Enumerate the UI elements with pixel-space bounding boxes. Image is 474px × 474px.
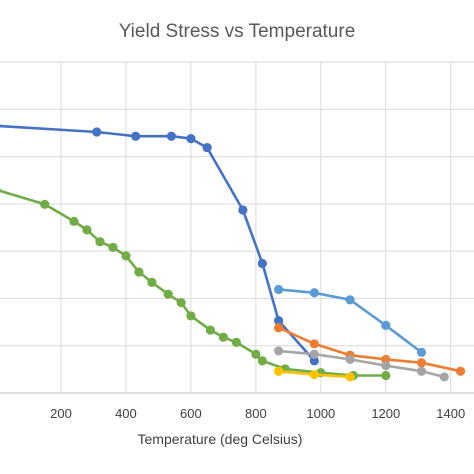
series-1-point [121, 251, 131, 261]
series-2-point [345, 295, 355, 305]
series-0-point [309, 356, 319, 366]
series-1-point [108, 242, 118, 252]
series-1-point [231, 337, 241, 348]
series-1-point [0, 187, 1, 192]
series-1-point [163, 289, 173, 299]
series-1-point [147, 277, 157, 287]
series-0-point [0, 123, 1, 129]
series-4-point [439, 372, 449, 382]
x-tick-label-5: 1000 [306, 406, 335, 421]
series-2-point [309, 288, 319, 298]
series-0-point [166, 131, 177, 141]
series-layer [0, 123, 466, 382]
series-1-point [69, 216, 79, 226]
series-3-point [416, 358, 427, 368]
series-1-point [134, 267, 144, 277]
series-1-point [205, 325, 215, 335]
series-0-point [92, 127, 102, 137]
series-0 [0, 123, 319, 366]
series-2 [274, 284, 427, 357]
series-4-point [416, 366, 427, 376]
series-5-point [274, 366, 284, 376]
series-5-point [345, 372, 355, 382]
series-3-point [455, 366, 466, 376]
series-4-point [274, 346, 284, 356]
series-1-point [251, 349, 261, 359]
series-0-point [186, 134, 196, 144]
series-1-point [40, 199, 50, 209]
series-1-point [176, 298, 186, 308]
x-tick-label-6: 1200 [371, 406, 400, 421]
series-0-point [274, 316, 284, 326]
series-5-point [309, 369, 319, 380]
series-0-point [238, 205, 248, 215]
series-1-point [257, 356, 267, 366]
x-axis-label: Temperature (deg Celsius) [138, 431, 303, 447]
series-4-point [381, 360, 391, 371]
series-0-point [257, 258, 267, 269]
series-1-point [95, 237, 105, 247]
series-3-point [309, 339, 319, 349]
series-2-point [274, 284, 284, 295]
x-tick-label-2: 400 [115, 406, 137, 421]
series-5 [274, 366, 355, 382]
series-3-point [274, 323, 284, 333]
gridlines [0, 61, 474, 394]
series-1-point [82, 225, 92, 235]
series-0-line [0, 124, 316, 363]
chart-title: Yield Stress vs Temperature [119, 21, 356, 42]
x-tick-label-1: 200 [50, 406, 72, 421]
series-1-point [218, 332, 228, 342]
series-2-point [381, 320, 391, 330]
x-tick-label-3: 600 [180, 406, 202, 421]
series-1-point [186, 311, 196, 321]
series-0-point [131, 131, 141, 141]
x-tick-label-4: 800 [245, 406, 267, 421]
series-4-point [345, 354, 355, 365]
series-3-line [277, 326, 462, 373]
x-tick-label-7: 1400 [436, 406, 465, 421]
series-0-point [202, 142, 212, 153]
series-2-point [416, 347, 427, 357]
series-4-point [309, 349, 319, 359]
series-4 [274, 346, 449, 382]
series-1-point [381, 370, 391, 381]
x-axis-ticks: 0200400600800100012001400 [50, 406, 465, 421]
